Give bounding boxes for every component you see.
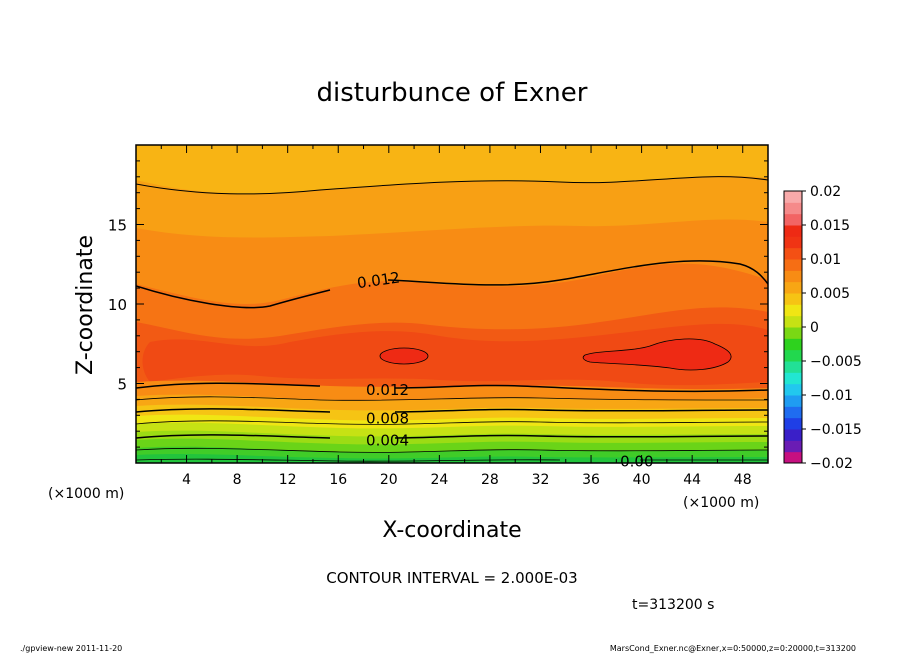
footer-right: MarsCond_Exner.nc@Exner,x=0:50000,z=0:20… (610, 644, 856, 653)
colorbar-band (784, 259, 802, 271)
x-tick-label: 20 (380, 472, 398, 488)
colorbar-tick-label: 0 (810, 320, 819, 336)
x-tick-label: 36 (582, 472, 600, 488)
x-tick-label: 48 (734, 472, 752, 488)
colorbar-band (784, 293, 802, 305)
colorbar-ticks: 0.02 0.015 0.01 0.005 0 −0.005 −0.01 −0.015 −0.0… (802, 184, 862, 472)
colorbar-band (784, 372, 802, 385)
x-axis-label: X-coordinate (382, 518, 521, 543)
x-unit-label-left: (×1000 m) (48, 486, 124, 502)
colorbar-band (784, 349, 802, 362)
y-axis-ticks: 5 10 15 (108, 160, 768, 448)
colorbar-band (784, 429, 802, 441)
x-tick-label: 44 (683, 472, 701, 488)
colorbar-band (784, 383, 802, 396)
colorbar-band (784, 281, 802, 294)
colorbar-band (784, 338, 802, 351)
colorbar-band (784, 202, 802, 215)
colorbar-tick-label: −0.01 (810, 388, 853, 404)
colorbar-tick-label: 0.02 (810, 184, 841, 200)
colorbar-band (784, 247, 802, 260)
colorbar-band (784, 440, 802, 453)
x-tick-label: 12 (279, 472, 297, 488)
colorbar-tick-label: −0.005 (810, 354, 862, 370)
x-tick-label: 28 (481, 472, 499, 488)
colorbar-band (784, 213, 802, 226)
colorbar-band (784, 451, 802, 464)
x-axis-ticks: 4 8 12 16 20 24 28 32 36 40 44 48 (160, 145, 752, 488)
colorbar-band (784, 225, 802, 237)
x-tick-label: 32 (532, 472, 550, 488)
time-text: t=313200 s (632, 597, 714, 613)
colorbar-tick-label: 0.015 (810, 218, 850, 234)
contour-label: 0.012 (366, 381, 409, 399)
x-unit-label-right: (×1000 m) (683, 495, 759, 511)
colorbar-band (784, 315, 802, 328)
y-tick-label: 10 (108, 296, 127, 314)
contour-labels: 0.012 0.012 0.008 0.004 0.00 (356, 268, 654, 470)
colorbar-band (784, 304, 802, 317)
colorbar-tick-label: 0.01 (810, 252, 841, 268)
colorbar-band (784, 327, 802, 339)
y-axis-label: Z-coordinate (73, 235, 98, 375)
colorbar-band (784, 236, 802, 249)
contour-interval-text: CONTOUR INTERVAL = 2.000E-03 (326, 569, 577, 587)
x-tick-label: 8 (233, 472, 242, 488)
contour-label: 0.008 (366, 409, 409, 427)
colorbar-band (784, 395, 802, 407)
chart-title: disturbunce of Exner (317, 78, 588, 108)
contour-label: 0.00 (620, 452, 653, 470)
x-tick-label: 24 (430, 472, 448, 488)
x-tick-label: 4 (182, 472, 191, 488)
contour-label: 0.004 (366, 432, 409, 450)
contour-fill (136, 145, 768, 463)
y-tick-label: 5 (117, 376, 127, 394)
x-tick-label: 16 (329, 472, 347, 488)
x-tick-label: 40 (633, 472, 651, 488)
colorbar-tick-label: −0.02 (810, 456, 853, 472)
y-tick-label: 15 (108, 217, 127, 235)
colorbar-tick-label: −0.015 (810, 422, 862, 438)
colorbar-tick-label: 0.005 (810, 286, 850, 302)
contour-label: 0.012 (356, 268, 401, 292)
colorbar-band (784, 270, 802, 283)
colorbar (784, 191, 802, 464)
colorbar-band (784, 191, 802, 203)
footer-left: ./gpview-new 2011-11-20 (20, 644, 122, 653)
colorbar-band (784, 361, 802, 373)
colorbar-band (784, 417, 802, 430)
colorbar-band (784, 406, 802, 419)
